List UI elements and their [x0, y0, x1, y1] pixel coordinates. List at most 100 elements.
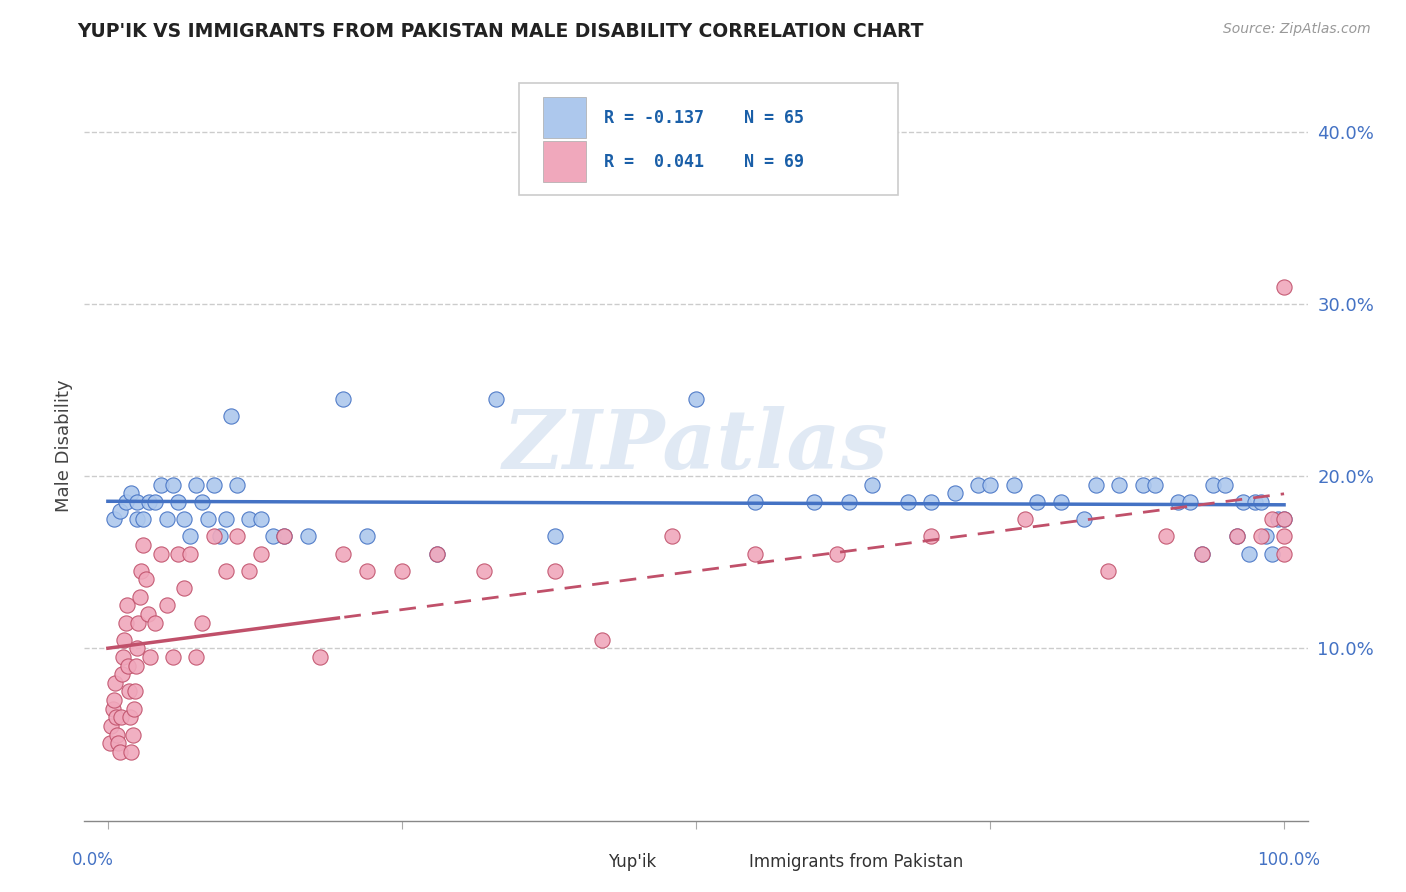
Point: [1143, 477, 1166, 491]
Point: [136, 607, 159, 621]
Point: [115, 599, 138, 613]
Point: [1226, 529, 1249, 543]
Point: [1256, 529, 1278, 543]
Point: [1014, 512, 1036, 526]
Point: [197, 512, 219, 526]
Point: [110, 710, 132, 724]
Point: [238, 512, 260, 526]
Text: Immigrants from Pakistan: Immigrants from Pakistan: [748, 853, 963, 871]
Point: [221, 409, 243, 423]
Point: [173, 512, 195, 526]
Point: [139, 650, 162, 665]
Point: [214, 512, 236, 526]
Point: [744, 495, 766, 509]
Point: [1226, 529, 1249, 543]
Point: [744, 547, 766, 561]
Point: [1232, 495, 1254, 509]
Point: [1026, 495, 1049, 509]
Point: [135, 573, 157, 587]
Point: [156, 512, 179, 526]
Point: [226, 477, 249, 491]
Point: [124, 684, 146, 698]
Point: [1272, 529, 1295, 543]
Point: [103, 512, 125, 526]
Point: [226, 529, 249, 543]
Point: [202, 529, 225, 543]
Point: [112, 632, 135, 647]
FancyBboxPatch shape: [519, 83, 898, 195]
Point: [967, 477, 990, 491]
Point: [179, 547, 201, 561]
Point: [162, 650, 184, 665]
Point: [120, 745, 142, 759]
Point: [332, 547, 354, 561]
Point: [979, 477, 1001, 491]
Point: [1097, 564, 1119, 578]
Point: [249, 512, 271, 526]
Text: R = -0.137    N = 65: R = -0.137 N = 65: [605, 109, 804, 127]
Point: [1272, 512, 1295, 526]
Point: [920, 495, 942, 509]
Point: [132, 538, 155, 552]
Point: [184, 650, 207, 665]
Point: [1272, 279, 1295, 293]
Point: [105, 710, 128, 724]
Point: [591, 632, 613, 647]
Point: [1191, 547, 1213, 561]
Text: Yup'ik: Yup'ik: [607, 853, 657, 871]
Point: [105, 727, 128, 741]
Point: [262, 529, 284, 543]
Point: [103, 693, 125, 707]
Point: [100, 719, 122, 733]
Point: [120, 486, 142, 500]
Point: [838, 495, 860, 509]
Point: [104, 676, 127, 690]
Point: [356, 564, 378, 578]
Text: R =  0.041    N = 69: R = 0.041 N = 69: [605, 153, 804, 171]
Point: [173, 581, 195, 595]
FancyBboxPatch shape: [714, 850, 741, 879]
Point: [391, 564, 413, 578]
Point: [125, 658, 148, 673]
Text: YUP'IK VS IMMIGRANTS FROM PAKISTAN MALE DISABILITY CORRELATION CHART: YUP'IK VS IMMIGRANTS FROM PAKISTAN MALE …: [77, 22, 924, 41]
Point: [1272, 547, 1295, 561]
Point: [132, 512, 155, 526]
Point: [803, 495, 825, 509]
Point: [685, 392, 707, 406]
Point: [426, 547, 449, 561]
Point: [138, 495, 160, 509]
Point: [297, 529, 319, 543]
Point: [111, 667, 134, 681]
Point: [101, 701, 124, 715]
Point: [128, 590, 150, 604]
Point: [1002, 477, 1025, 491]
Point: [127, 512, 149, 526]
Point: [1237, 547, 1260, 561]
Point: [920, 529, 942, 543]
Point: [1243, 495, 1265, 509]
Point: [897, 495, 920, 509]
Point: [1073, 512, 1095, 526]
Point: [943, 486, 966, 500]
Point: [273, 529, 295, 543]
Point: [179, 529, 201, 543]
Point: [1267, 512, 1289, 526]
Point: [661, 529, 683, 543]
Point: [544, 564, 567, 578]
FancyBboxPatch shape: [543, 141, 586, 183]
Point: [214, 564, 236, 578]
Point: [122, 701, 145, 715]
Point: [426, 547, 449, 561]
Text: Source: ZipAtlas.com: Source: ZipAtlas.com: [1223, 22, 1371, 37]
Point: [184, 477, 207, 491]
Point: [117, 658, 139, 673]
Point: [273, 529, 295, 543]
Point: [98, 736, 121, 750]
Text: 100.0%: 100.0%: [1257, 851, 1320, 869]
Point: [191, 495, 214, 509]
Point: [120, 710, 142, 724]
Point: [1250, 495, 1272, 509]
Point: [108, 503, 131, 517]
Point: [108, 745, 131, 759]
Point: [167, 495, 190, 509]
